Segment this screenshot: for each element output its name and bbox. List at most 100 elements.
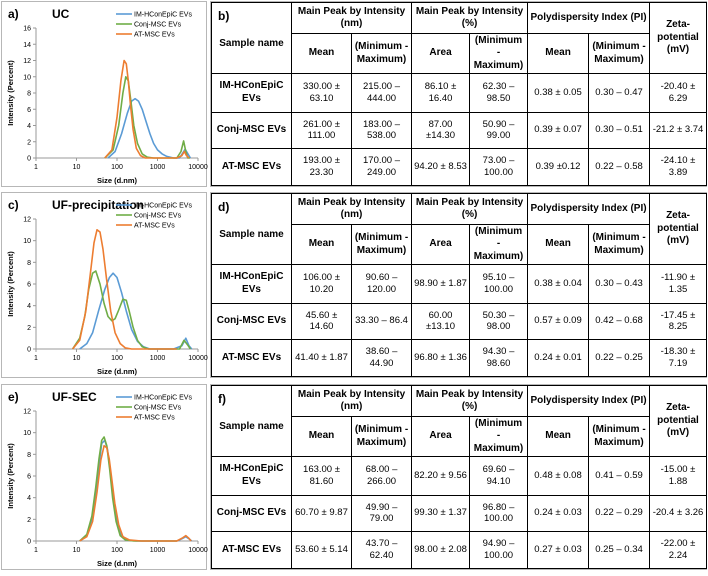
cell-pi-mean: 0.48 ± 0.08 bbox=[527, 456, 590, 496]
y-tick-label: 10 bbox=[23, 74, 31, 81]
y-tick-label: 4 bbox=[27, 495, 31, 502]
table-row: Conj-MSC EVs 60.70 ± 9.87 49.90 – 79.00 99.… bbox=[211, 494, 708, 533]
results-table: d) Sample name Main Peak by Intensity (nm)… bbox=[211, 193, 708, 377]
cell-zeta: -20.4 ± 3.26 bbox=[649, 494, 708, 533]
cell-area-minmax: 95.10 – 100.00 bbox=[469, 264, 529, 304]
peak-nm-header: Main Peak by Intensity (nm) bbox=[290, 193, 413, 225]
dls-chart-uf-sec: e) UF-SEC 0 2 4 6 8 10 12 1 10 100 1000 10000 Size (d.… bbox=[6, 390, 208, 568]
cell-area: 99.30 ± 1.37 bbox=[411, 494, 471, 533]
panel-label: d) bbox=[218, 200, 230, 214]
cell-zeta: -20.40 ± 6.29 bbox=[649, 73, 708, 113]
mean-subheader: Mean bbox=[291, 416, 352, 457]
cell-pi-mean: 0.39 ±0.12 bbox=[527, 148, 590, 186]
chart-title: UF-SEC bbox=[52, 390, 97, 404]
table-row: AT-MSC EVs 193.00 ± 23.30 170.00 – 249.00 9… bbox=[211, 148, 708, 186]
cell-area: 96.80 ± 1.36 bbox=[411, 339, 471, 377]
cell-minmax: 215.00 – 444.00 bbox=[350, 73, 413, 113]
series-line bbox=[104, 59, 190, 159]
x-tick-label: 1000 bbox=[150, 547, 166, 554]
y-tick-label: 0 bbox=[27, 347, 31, 354]
y-tick-label: 10 bbox=[23, 238, 31, 245]
table-panel-b: b) Sample name Main Peak by Intensity (nm)… bbox=[210, 1, 708, 187]
y-tick-label: 2 bbox=[27, 517, 31, 524]
sample-name-header: d) Sample name bbox=[211, 193, 292, 265]
cell-pi-mean: 0.27 ± 0.03 bbox=[527, 531, 590, 569]
legend-entry: IM-HConEpiC EVs bbox=[134, 12, 192, 19]
cell-pi-mean: 0.38 ± 0.04 bbox=[527, 264, 590, 304]
cell-mean: 41.40 ± 1.87 bbox=[291, 339, 352, 377]
cell-zeta: -24.10 ± 3.89 bbox=[649, 148, 708, 186]
cell-minmax: 43.70 – 62.40 bbox=[350, 531, 413, 569]
legend-entry: Conj-MSC EVs bbox=[134, 22, 182, 29]
cell-mean: 106.00 ± 10.20 bbox=[291, 264, 352, 304]
cell-area-minmax: 94.90 – 100.00 bbox=[469, 531, 529, 569]
cell-area-minmax: 94.30 – 98.60 bbox=[469, 339, 529, 377]
y-tick-label: 12 bbox=[23, 217, 31, 224]
cell-area-minmax: 50.90 – 99.00 bbox=[469, 111, 529, 150]
cell-zeta: -21.2 ± 3.74 bbox=[649, 111, 708, 150]
table-row: Conj-MSC EVs 45.60 ± 14.60 33.30 – 86.4 60.… bbox=[211, 302, 708, 341]
y-tick-label: 10 bbox=[23, 430, 31, 437]
series-line bbox=[79, 444, 192, 542]
peak-nm-header: Main Peak by Intensity (nm) bbox=[290, 385, 413, 417]
cell-area-minmax: 62.30 – 98.50 bbox=[469, 73, 529, 113]
sample-name-label: Sample name bbox=[219, 421, 284, 432]
minmax-subheader: (Minimum - Maximum) bbox=[469, 224, 529, 265]
cell-area: 98.00 ± 2.08 bbox=[411, 531, 471, 569]
cell-zeta: -18.30 ± 7.19 bbox=[649, 339, 708, 377]
cell-pi-mean: 0.24 ± 0.01 bbox=[527, 339, 590, 377]
x-axis-label: Size (d.nm) bbox=[97, 176, 138, 185]
cell-minmax: 49.90 – 79.00 bbox=[350, 494, 413, 533]
area-subheader: Area bbox=[411, 224, 471, 265]
cell-zeta: -17.45 ± 8.25 bbox=[649, 302, 708, 341]
cell-zeta: -22.00 ± 2.24 bbox=[649, 531, 708, 569]
y-axis-label: Intensity (Percent) bbox=[6, 251, 15, 317]
x-tick-label: 100 bbox=[111, 164, 123, 171]
minmax-subheader: (Minimum - Maximum) bbox=[588, 224, 651, 265]
cell-area: 82.20 ± 9.56 bbox=[411, 456, 471, 496]
y-tick-label: 4 bbox=[27, 303, 31, 310]
x-tick-label: 10000 bbox=[188, 355, 208, 362]
y-tick-label: 14 bbox=[23, 42, 31, 49]
mean-subheader: Mean bbox=[527, 224, 590, 265]
peak-nm-header: Main Peak by Intensity (nm) bbox=[290, 2, 413, 34]
zeta-header: Zeta-potential (mV) bbox=[649, 2, 708, 74]
y-tick-label: 6 bbox=[27, 107, 31, 114]
legend-entry: Conj-MSC EVs bbox=[134, 405, 182, 412]
row-sample-name: AT-MSC EVs bbox=[211, 531, 292, 569]
legend-entry: AT-MSC EVs bbox=[134, 32, 175, 39]
cell-area-minmax: 73.00 – 100.00 bbox=[469, 148, 529, 186]
cell-pi-mean: 0.39 ± 0.07 bbox=[527, 111, 590, 150]
y-tick-label: 6 bbox=[27, 474, 31, 481]
y-tick-label: 0 bbox=[27, 539, 31, 546]
y-axis-label: Intensity (Percent) bbox=[6, 443, 15, 509]
cell-mean: 45.60 ± 14.60 bbox=[291, 302, 352, 341]
results-table: f) Sample name Main Peak by Intensity (nm)… bbox=[211, 385, 708, 569]
cell-pi-minmax: 0.30 – 0.47 bbox=[588, 73, 651, 113]
x-tick-label: 1 bbox=[34, 164, 38, 171]
cell-mean: 330.00 ± 63.10 bbox=[291, 73, 352, 113]
x-tick-label: 100 bbox=[111, 355, 123, 362]
table-panel-f: f) Sample name Main Peak by Intensity (nm)… bbox=[210, 384, 708, 570]
legend-entry: Conj-MSC EVs bbox=[134, 213, 182, 220]
sample-name-header: f) Sample name bbox=[211, 385, 292, 457]
series-line bbox=[79, 436, 177, 542]
panel-label: c) bbox=[8, 198, 19, 212]
x-axis-label: Size (d.nm) bbox=[97, 367, 138, 376]
minmax-subheader: (Minimum - Maximum) bbox=[588, 416, 651, 457]
table-row: Conj-MSC EVs 261.00 ± 111.00 183.00 – 538.… bbox=[211, 111, 708, 150]
table-row: AT-MSC EVs 41.40 ± 1.87 38.60 – 44.90 96.80… bbox=[211, 339, 708, 377]
table-row: IM-HConEpiC EVs 106.00 ± 10.20 90.60 – 120… bbox=[211, 264, 708, 304]
zeta-header: Zeta-potential (mV) bbox=[649, 385, 708, 457]
sample-name-header: b) Sample name bbox=[211, 2, 292, 74]
minmax-subheader: (Minimum - Maximum) bbox=[469, 33, 529, 74]
series-line bbox=[79, 272, 193, 350]
cell-pi-minmax: 0.22 – 0.29 bbox=[588, 494, 651, 533]
legend-entry: IM-HConEpiC EVs bbox=[134, 395, 192, 402]
table-row: IM-HConEpiC EVs 163.00 ± 81.60 68.00 – 266… bbox=[211, 456, 708, 496]
series-line bbox=[71, 228, 177, 350]
row-sample-name: IM-HConEpiC EVs bbox=[211, 73, 292, 113]
cell-minmax: 68.00 – 266.00 bbox=[350, 456, 413, 496]
legend-entry: AT-MSC EVs bbox=[134, 415, 175, 422]
cell-pi-minmax: 0.25 – 0.34 bbox=[588, 531, 651, 569]
